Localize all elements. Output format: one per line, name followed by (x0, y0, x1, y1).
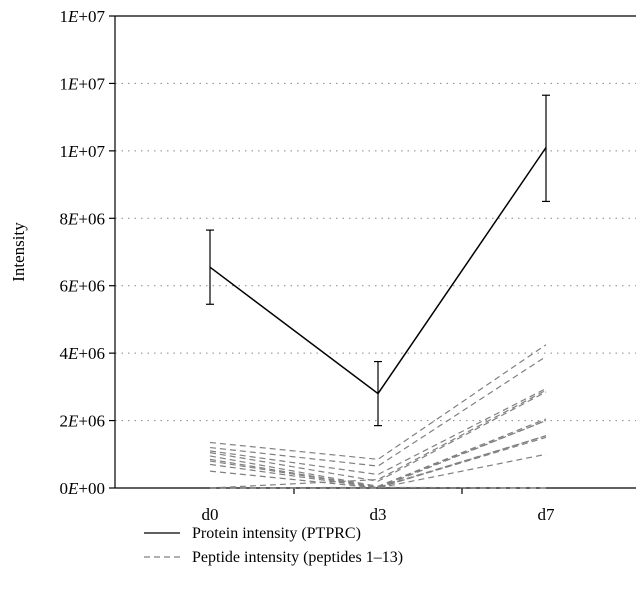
peptide-line (209, 391, 547, 482)
peptide-line (209, 453, 547, 489)
y-axis-ticks: 0E+00 2E+06 4E+06 6E+06 8E+06 1E+07 1E+07 1E+07 (60, 7, 115, 498)
peptide-line (209, 420, 547, 488)
legend-peptide-label: Peptide intensity (peptides 1–13) (192, 549, 403, 566)
y-tick-label: 0E+00 (60, 479, 105, 498)
grid-lines (115, 82, 636, 422)
peptide-line (209, 389, 547, 489)
y-tick-label: 2E+06 (60, 412, 105, 431)
y-tick-label: 6E+06 (60, 277, 105, 296)
peptide-line (209, 344, 547, 460)
peptide-line (209, 435, 547, 488)
legend-protein-label: Protein intensity (PTPRC) (192, 525, 361, 542)
x-tick-label: d7 (538, 505, 556, 524)
y-tick-label: 8E+06 (60, 209, 105, 228)
peptide-line (209, 486, 547, 489)
peptide-line (209, 418, 547, 487)
x-axis-ticks: d0 d3 d7 (202, 488, 556, 524)
protein-line (206, 94, 550, 427)
peptide-line (210, 420, 547, 489)
x-tick-label: d3 (370, 505, 387, 524)
peptide-line (209, 388, 547, 476)
y-axis-title: Intensity (9, 222, 28, 282)
protein-series-line (209, 147, 547, 395)
y-tick-label: 1E+07 (60, 74, 106, 93)
peptide-line (209, 436, 547, 489)
peptide-lines (209, 344, 547, 489)
peptide-line (210, 435, 547, 489)
y-tick-label: 1E+07 (60, 142, 106, 161)
peptide-line (209, 356, 547, 467)
legend: Protein intensity (PTPRC) Peptide intens… (144, 525, 403, 566)
axes (114, 15, 636, 489)
x-tick-label: d0 (202, 505, 219, 524)
y-tick-label: 4E+06 (60, 344, 105, 363)
y-tick-label: 1E+07 (60, 7, 106, 26)
